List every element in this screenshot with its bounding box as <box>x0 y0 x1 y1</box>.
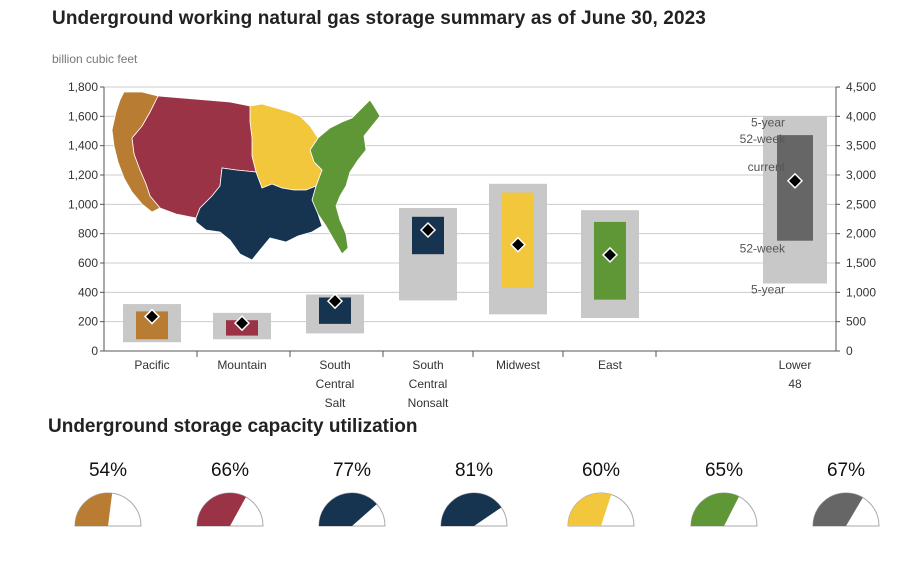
right-tick-label: 2,000 <box>846 227 876 241</box>
category-label-pacific: Pacific <box>134 358 169 372</box>
gauge: 54% <box>74 460 142 527</box>
left-tick-label: 1,000 <box>68 197 98 211</box>
category-label-midwest: Midwest <box>496 358 541 372</box>
gauge-fill <box>813 493 863 526</box>
gauge-label: 65% <box>705 460 743 481</box>
left-tick-label: 1,800 <box>68 80 98 94</box>
current-marker-south-central-salt <box>326 293 344 310</box>
range-label: 5-year <box>751 283 785 297</box>
unit-label: billion cubic feet <box>52 52 138 66</box>
right-tick-label: 4,000 <box>846 109 876 123</box>
gauge-fill <box>319 493 377 526</box>
right-tick-label: 1,000 <box>846 285 876 299</box>
map-region-east <box>309 99 381 255</box>
gauge-fill <box>75 492 113 526</box>
gauge-label: 60% <box>582 460 620 481</box>
utilization-subtitle: Underground storage capacity utilization <box>48 416 418 437</box>
gauge: 81% <box>440 460 508 527</box>
bar-group-pacific <box>123 304 181 343</box>
gauge: 65% <box>690 460 758 527</box>
current-marker-lower-48 <box>786 172 804 189</box>
range-legend: 5-year 52-week current 52-week 5-year <box>740 115 786 296</box>
category-label-south-central-salt: South <box>319 358 350 372</box>
current-marker-east <box>601 246 619 263</box>
right-tick-label: 3,000 <box>846 168 876 182</box>
current-marker-south-central-nonsalt <box>419 221 437 239</box>
us-region-map <box>111 91 381 261</box>
gauge: 60% <box>567 460 635 527</box>
category-label-mountain: Mountain <box>217 358 266 372</box>
gauge: 77% <box>318 460 386 527</box>
gauge-label: 77% <box>333 460 371 481</box>
left-tick-label: 1,600 <box>68 109 98 123</box>
category-label-lower-48: 48 <box>788 377 802 391</box>
range-bars <box>123 116 827 343</box>
map-region-south-central <box>195 167 323 261</box>
utilization-gauges: 54% 66% 77% 81% 60% 65% 67% <box>74 460 880 527</box>
gauge: 67% <box>812 460 880 527</box>
bar-group-south-central-salt <box>306 293 364 334</box>
range-label: 5-year <box>751 115 785 129</box>
category-label-south-central-nonsalt: Nonsalt <box>408 396 449 410</box>
gauge-fill <box>691 493 739 526</box>
right-tick-label: 500 <box>846 315 866 329</box>
current-marker-pacific <box>143 308 161 325</box>
bar-group-east <box>581 210 639 318</box>
gauge-label: 66% <box>211 460 249 481</box>
category-label-south-central-nonsalt: Central <box>409 377 448 391</box>
right-tick-label: 3,500 <box>846 139 876 153</box>
right-tick-label: 1,500 <box>846 256 876 270</box>
chart-title: Underground working natural gas storage … <box>52 8 706 29</box>
bar-group-mountain <box>213 312 271 340</box>
category-label-lower-48: Lower <box>779 358 812 372</box>
category-label-east: East <box>598 358 623 372</box>
map-region-midwest <box>249 103 323 191</box>
gauge: 66% <box>196 460 264 527</box>
left-tick-label: 400 <box>78 285 98 299</box>
category-label-south-central-salt: Salt <box>325 396 346 410</box>
left-tick-label: 1,400 <box>68 139 98 153</box>
gauge-label: 81% <box>455 460 493 481</box>
range-label: current <box>748 160 786 174</box>
right-tick-label: 4,500 <box>846 80 876 94</box>
gauge-label: 54% <box>89 460 127 481</box>
right-tick-label: 2,500 <box>846 197 876 211</box>
axes: 0 200 400 600 800 1,000 1,200 1,400 1,600 1,800 0 5… <box>68 80 876 410</box>
bar-group-south-central-nonsalt <box>399 208 457 301</box>
category-label-south-central-salt: Central <box>316 377 355 391</box>
left-tick-label: 800 <box>78 227 98 241</box>
current-marker-mountain <box>233 315 251 332</box>
left-tick-label: 1,200 <box>68 168 98 182</box>
bar-group-midwest <box>489 183 547 315</box>
left-tick-label: 600 <box>78 256 98 270</box>
bar-group-lower-48 <box>763 116 827 284</box>
gauge-label: 67% <box>827 460 865 481</box>
right-tick-label: 0 <box>846 344 853 358</box>
left-tick-label: 200 <box>78 315 98 329</box>
gauge-fill <box>441 493 502 526</box>
map-region-pacific <box>111 91 161 213</box>
left-tick-label: 0 <box>91 344 98 358</box>
range-label: 52-week <box>740 242 786 256</box>
gauge-fill <box>568 493 612 526</box>
current-marker-midwest <box>509 236 527 253</box>
gauge-fill <box>197 492 246 526</box>
category-label-south-central-nonsalt: South <box>412 358 443 372</box>
range-label: 52-week <box>740 132 786 146</box>
